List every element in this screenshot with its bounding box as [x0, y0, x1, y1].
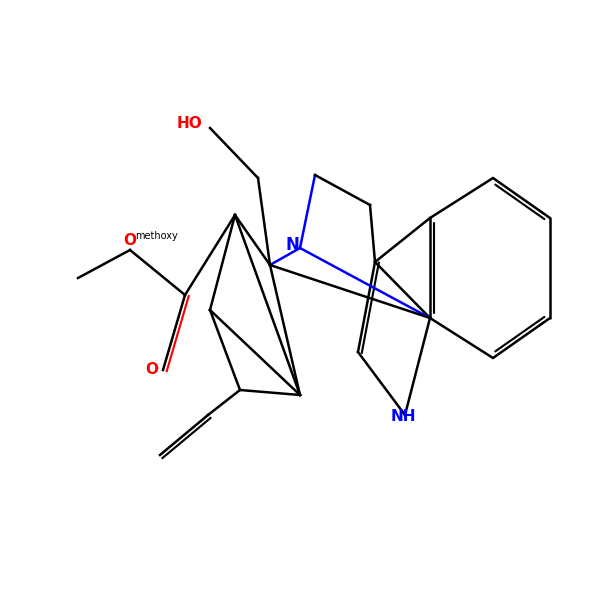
Text: methoxy: methoxy — [135, 231, 178, 241]
Text: NH: NH — [391, 409, 416, 424]
Text: HO: HO — [177, 116, 203, 131]
Text: O: O — [124, 233, 137, 248]
Text: O: O — [146, 362, 158, 377]
Text: N: N — [286, 236, 300, 254]
